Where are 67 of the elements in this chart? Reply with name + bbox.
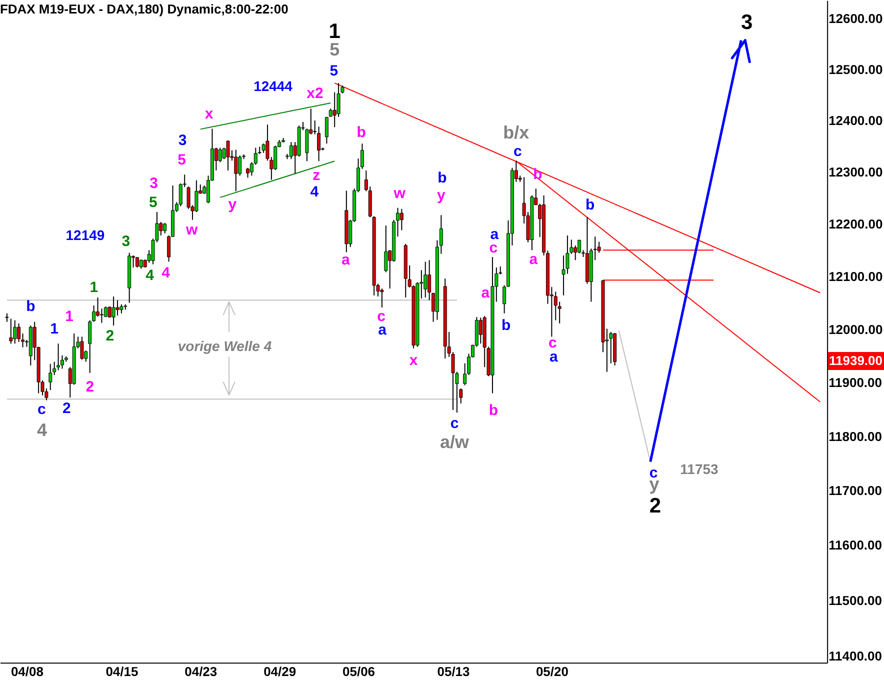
y-tick-label: 11400.00 [828, 648, 882, 664]
annotation: b [356, 124, 366, 141]
annotation: vorige Welle 4 [178, 338, 272, 354]
annotation: w [184, 221, 198, 238]
annotation: 5 [330, 62, 338, 80]
annotation: a [481, 284, 490, 302]
annotation: 2 [86, 378, 94, 396]
text: 11939.00 [829, 352, 882, 368]
annotation: x [204, 106, 214, 123]
y-tick-label: 11800.00 [828, 428, 882, 444]
annotation: b [585, 196, 595, 214]
annotation: 1 [90, 278, 98, 296]
y-tick-label: 12600.00 [828, 11, 883, 26]
annotation: y [437, 187, 446, 204]
annotation: w [392, 184, 406, 202]
y-tick-label: 12500.00 [828, 62, 883, 77]
annotation: c [649, 464, 658, 482]
y-tick-label: 12200.00 [828, 216, 883, 232]
annotation: 5 [178, 152, 186, 168]
x-tick-label: 04/29 [264, 664, 296, 680]
y-tick-label: 12100.00 [828, 268, 883, 284]
annotation: z [312, 166, 320, 184]
y-tick-label: 11600.00 [828, 538, 882, 553]
annotation: a [529, 251, 538, 268]
annotation: 1 [50, 320, 58, 338]
y-tick-label: 11500.00 [828, 592, 882, 608]
annotation: 1 [65, 308, 74, 326]
y-tick-label: 11900.00 [828, 375, 882, 390]
y-tick-label: 12000.00 [828, 322, 883, 337]
annotation: 3 [122, 232, 130, 250]
x-tick-label: 05/20 [536, 664, 568, 680]
annotation: 5 [148, 194, 158, 211]
annotation: c [450, 414, 459, 432]
annotation: y [228, 196, 238, 214]
annotation: 3 [178, 132, 187, 150]
annotation: c [37, 401, 46, 418]
x-tick-label: 05/06 [342, 664, 376, 680]
annotation: a [341, 251, 350, 268]
annotation: 3 [150, 174, 158, 192]
x-tick-label: 05/13 [437, 664, 470, 680]
annotation: 2 [649, 494, 662, 518]
x-tick-label: 04/23 [184, 664, 218, 680]
y-tick-label: 12300.00 [828, 164, 883, 180]
annotation: 3 [741, 11, 753, 34]
annotation: 4 [146, 267, 155, 284]
x-tick-label: 04/08 [10, 664, 44, 680]
annotation: x [409, 352, 418, 369]
y-tick-label: 11700.00 [828, 483, 882, 498]
annotation: x2 [306, 84, 324, 102]
annotation: 11753 [680, 460, 718, 477]
annotation: a/w [440, 432, 470, 452]
annotation: 4 [310, 183, 320, 200]
annotation: b [502, 317, 511, 334]
chart-title: FDAX M19-EUX - DAX,180) Dynamic,8:00-22:00 [0, 1, 288, 16]
x-tick-label: 04/15 [106, 664, 138, 680]
annotation: b [26, 298, 36, 316]
annotation: c [514, 142, 522, 160]
annotation: b [488, 402, 498, 419]
annotation: 4 [36, 420, 47, 440]
annotation: 12149 [66, 226, 105, 243]
annotation: 12444 [254, 78, 293, 94]
annotation: b/x [503, 122, 530, 143]
annotation: 4 [162, 264, 171, 282]
y-tick-label: 12400.00 [828, 112, 883, 128]
annotation: 2 [62, 400, 71, 418]
annotation: b [438, 169, 447, 186]
annotation: 2 [106, 327, 114, 344]
